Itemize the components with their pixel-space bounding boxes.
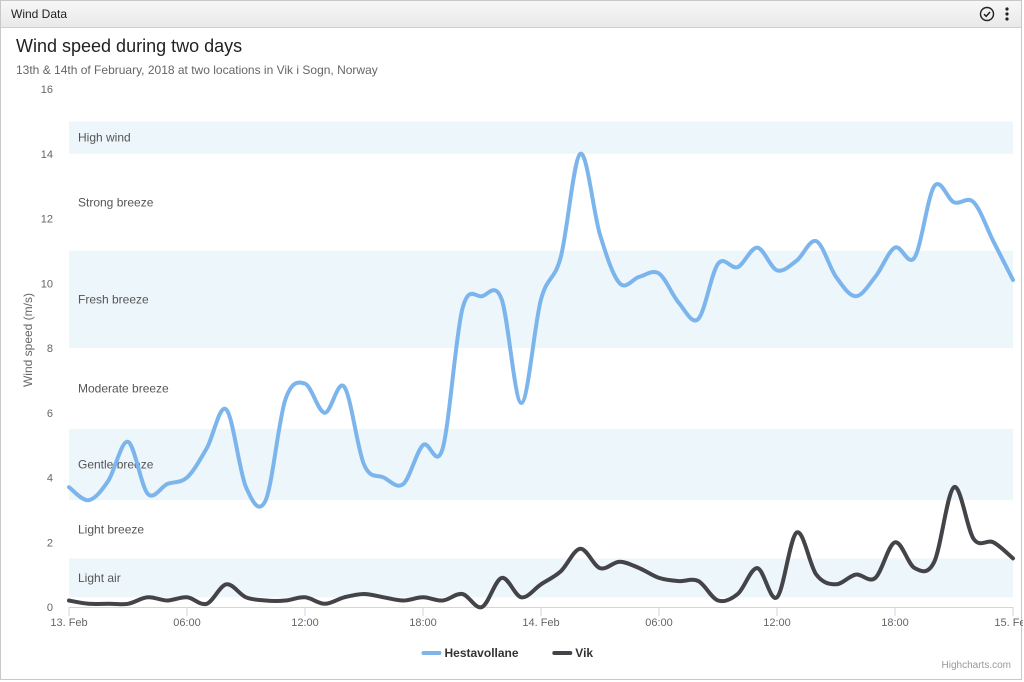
series-lines <box>67 151 1015 610</box>
x-tick-label: 12:00 <box>291 617 319 629</box>
axes: 0 2 4 6 8 10 12 14 16 13. Feb 06:00 12:00 18:00 14. F… <box>41 84 1023 629</box>
window-title: Wind Data <box>11 7 68 21</box>
legend-item-vik[interactable]: Vik <box>552 646 593 660</box>
plot-band <box>69 558 1013 598</box>
y-tick-label: 2 <box>47 537 53 549</box>
x-tick-label: 13. Feb <box>50 617 87 629</box>
x-tick-label: 18:00 <box>881 617 909 629</box>
credits-link[interactable]: Highcharts.com <box>941 660 1011 671</box>
more-vertical-icon[interactable] <box>999 6 1015 22</box>
x-tick-label: 18:00 <box>409 617 437 629</box>
plot-band-label: High wind <box>78 131 131 145</box>
x-tick-label: 12:00 <box>763 617 791 629</box>
chart-subtitle: 13th & 14th of February, 2018 at two loc… <box>16 63 378 77</box>
y-tick-label: 6 <box>47 408 53 420</box>
legend-label: Hestavollane <box>445 646 519 660</box>
x-tick-label: 06:00 <box>645 617 673 629</box>
series-line-hestavollane <box>67 151 1015 509</box>
check-circle-icon[interactable] <box>979 6 995 22</box>
y-tick-label: 14 <box>41 149 53 161</box>
x-tick-label: 06:00 <box>173 617 201 629</box>
plot-band-label: Strong breeze <box>78 195 154 209</box>
y-tick-label: 10 <box>41 278 53 290</box>
y-axis-title: Wind speed (m/s) <box>21 293 35 387</box>
x-tick-label: 14. Feb <box>522 617 559 629</box>
plot-band-label: Moderate breeze <box>78 381 169 395</box>
chart-title: Wind speed during two days <box>16 36 243 56</box>
y-tick-label: 0 <box>47 602 53 614</box>
y-tick-label: 8 <box>47 343 53 355</box>
series-line-vik <box>67 485 1015 610</box>
legend-label: Vik <box>575 646 593 660</box>
x-tick-label: 15. Feb <box>994 617 1023 629</box>
y-tick-label: 16 <box>41 84 53 96</box>
y-tick-label: 12 <box>41 214 53 226</box>
plot-band-label: Fresh breeze <box>78 292 149 306</box>
plot-band-label: Light breeze <box>78 522 144 536</box>
plot-band <box>69 428 1013 501</box>
y-tick-label: 4 <box>47 473 53 485</box>
legend-item-hestavollane[interactable]: Hestavollane <box>421 646 519 660</box>
plot-band <box>69 121 1013 154</box>
plot-band-label: Light air <box>78 571 121 585</box>
window-titlebar: Wind Data <box>1 1 1021 28</box>
legend: Hestavollane Vik <box>421 646 593 660</box>
